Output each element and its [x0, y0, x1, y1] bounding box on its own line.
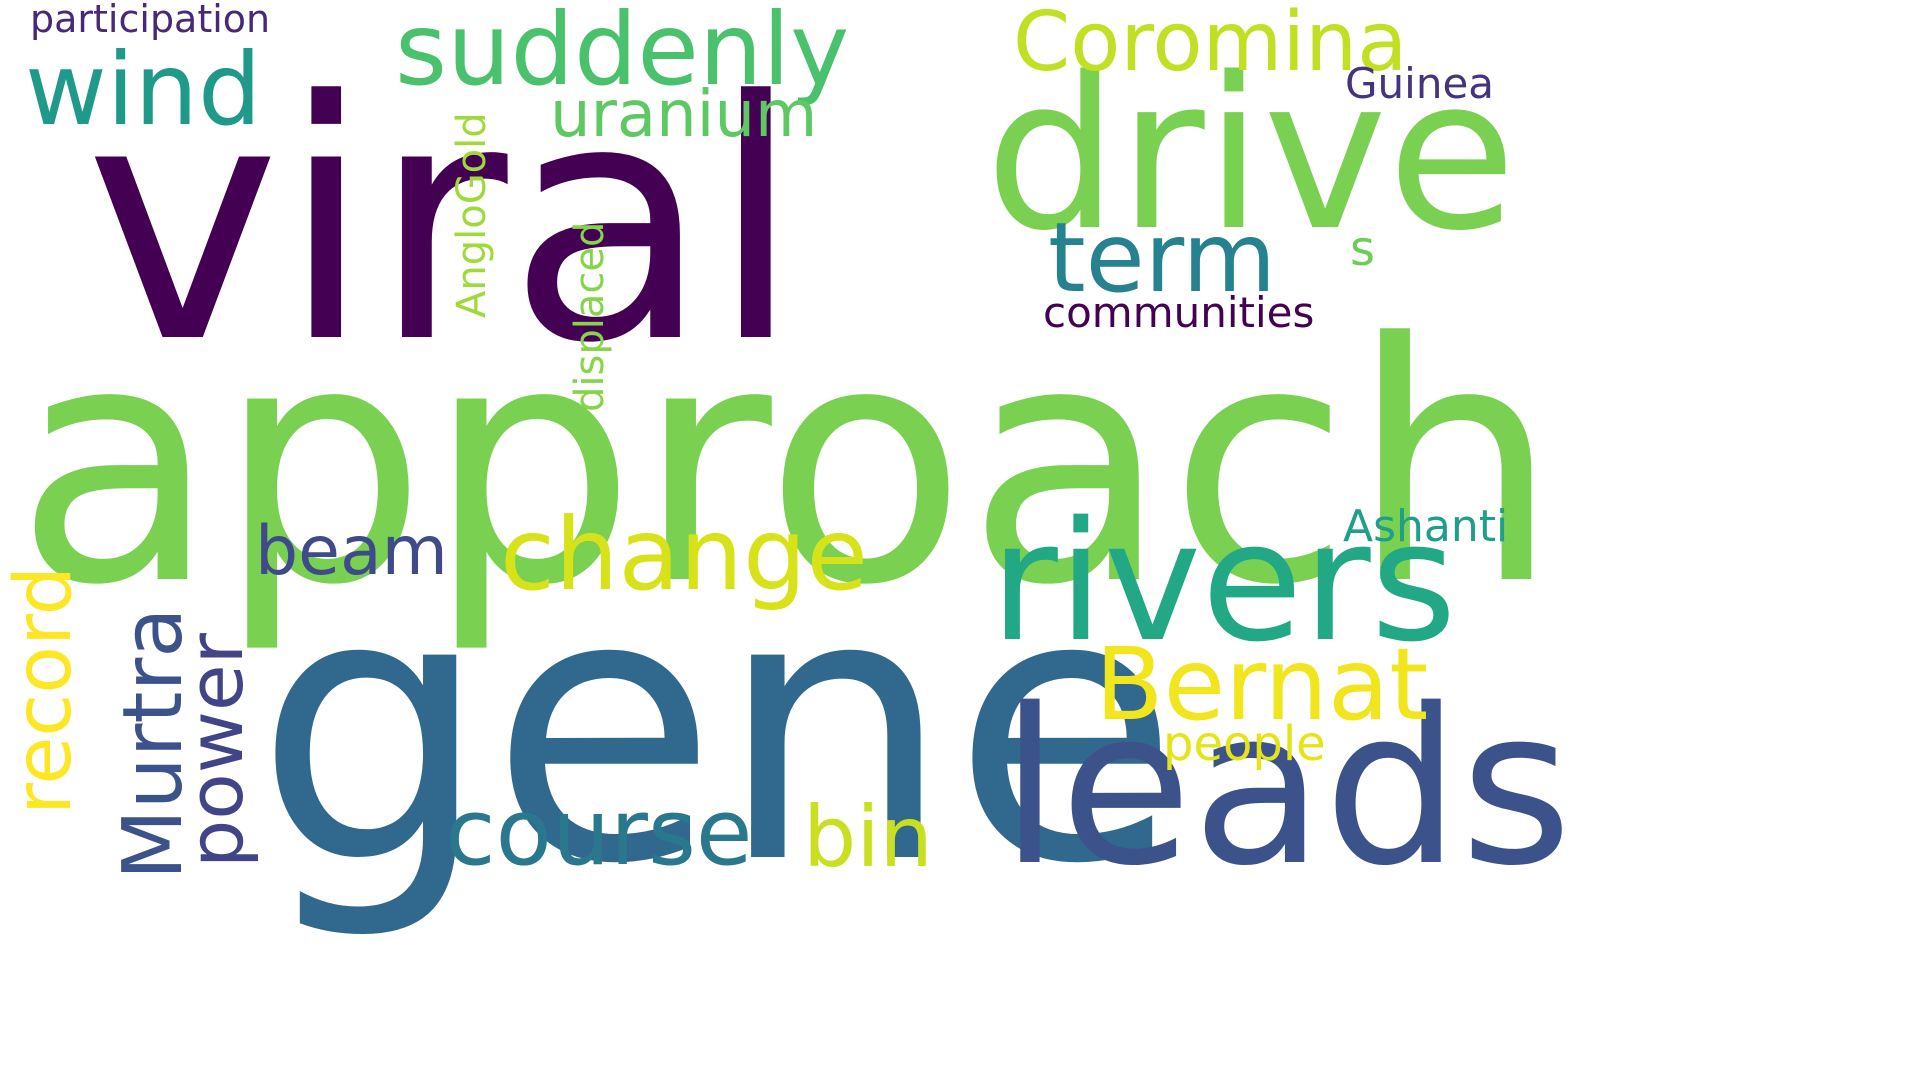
word-change: change	[500, 496, 869, 613]
word-viral: viral	[85, 31, 802, 415]
word-coromina: Coromina	[1013, 0, 1408, 90]
word-guinea: Guinea	[1345, 59, 1495, 108]
word-communities: communities	[1043, 288, 1315, 337]
word-leads: leads	[1000, 662, 1573, 913]
word-bin: bin	[803, 788, 933, 886]
word-displaced: displaced	[567, 221, 613, 412]
word-bernat: Bernat	[1095, 626, 1429, 743]
word-uranium: uranium	[550, 78, 818, 152]
word-rivers: rivers	[990, 486, 1457, 678]
word-ashanti: Ashanti	[1343, 501, 1509, 552]
word-course: course	[445, 779, 753, 886]
word-anglogold: AngloGold	[449, 112, 495, 318]
word-people: people	[1163, 716, 1326, 772]
word-wind: wind	[25, 31, 262, 148]
word-record: record	[0, 565, 89, 815]
word-drive: drive	[985, 32, 1517, 277]
word-term: term	[1048, 202, 1276, 314]
word-power: power	[171, 633, 260, 868]
word-suddenly: suddenly	[395, 0, 850, 108]
word-approach: approach	[15, 273, 1560, 657]
word-participation: participation	[30, 0, 271, 41]
word-gene: gene	[255, 515, 1180, 945]
word-s: s	[1350, 221, 1376, 277]
word-beam: beam	[255, 512, 448, 591]
